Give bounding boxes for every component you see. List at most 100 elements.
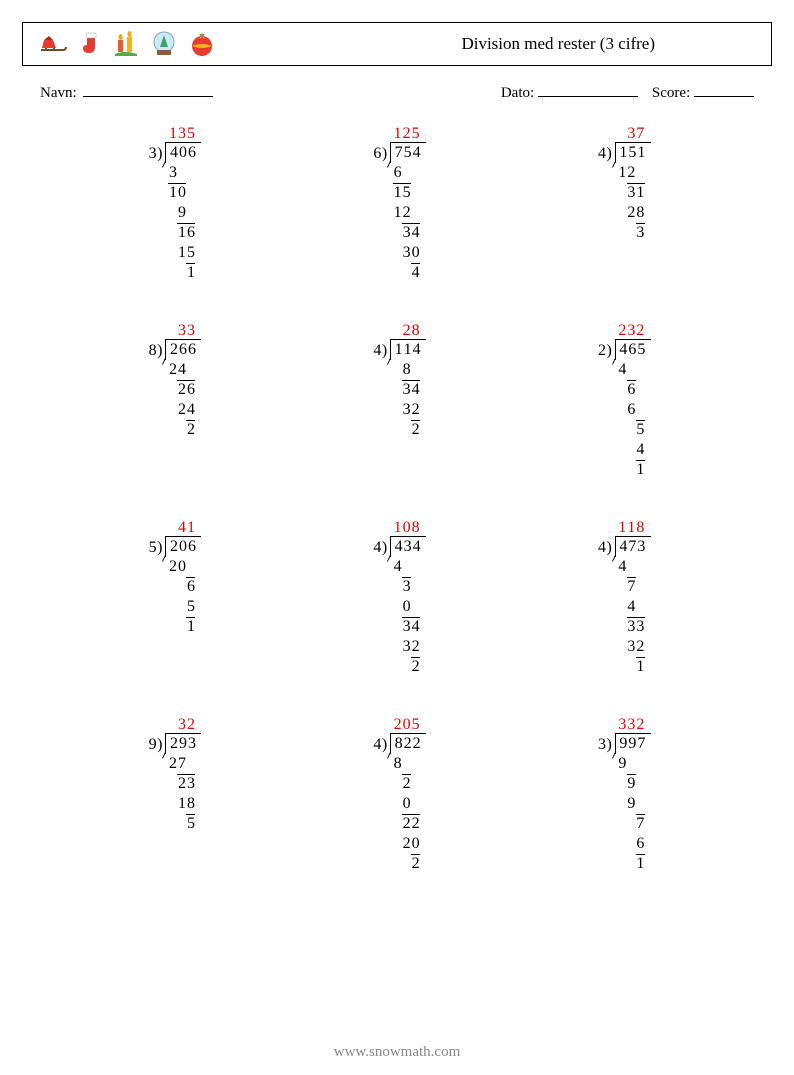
step-result: 7 <box>615 577 636 597</box>
dividend: 997 <box>615 733 651 754</box>
step-subtract: 9 <box>165 203 186 223</box>
step-subtract: 28 <box>615 203 645 223</box>
work-steps: 12 31 28 3 <box>615 163 646 243</box>
step-subtract: 30 <box>390 243 420 263</box>
step-result: 33 <box>615 617 645 637</box>
quotient: 232 <box>615 321 646 341</box>
step-subtract: 4 <box>615 597 636 617</box>
dividend: 473 <box>615 536 651 557</box>
step-result: 16 <box>165 223 195 243</box>
step-result: 3 <box>390 577 411 597</box>
step-subtract: 4 <box>615 440 645 460</box>
name-blank[interactable] <box>83 82 213 97</box>
step-result: 2 <box>390 774 411 794</box>
step-result: 9 <box>615 774 636 794</box>
score-field: Score: <box>652 82 754 102</box>
step-result: 22 <box>390 814 420 834</box>
divisor: 8) <box>148 341 165 361</box>
step-result: 23 <box>165 774 195 794</box>
step-result: 10 <box>165 183 186 203</box>
date-field: Dato: <box>501 82 638 102</box>
problem-4: 8) 3326624 26 24 2 <box>60 321 285 480</box>
step-subtract: 0 <box>390 794 411 814</box>
step-subtract: 5 <box>165 597 195 617</box>
score-blank[interactable] <box>694 82 754 97</box>
step-subtract: 20 <box>390 834 420 854</box>
quotient: 28 <box>390 321 421 341</box>
quotient: 135 <box>165 124 196 144</box>
step-result: 2 <box>390 420 420 440</box>
step-subtract: 12 <box>390 203 411 223</box>
step-result: 7 <box>615 814 645 834</box>
step-result: 1 <box>165 263 195 283</box>
step-subtract: 32 <box>390 637 420 657</box>
step-result: 1 <box>615 854 645 874</box>
step-subtract: 6 <box>615 834 645 854</box>
work-steps: 310 9 16 15 1 <box>165 163 196 283</box>
problem-11: 4)2058228 2 0 22 20 2 <box>285 715 510 874</box>
step-result: 3 <box>615 223 645 243</box>
step-result: 5 <box>615 420 645 440</box>
work-steps: 61512 34 30 4 <box>390 163 421 283</box>
work-steps: 24 26 24 2 <box>165 360 196 440</box>
quotient: 125 <box>390 124 421 144</box>
quotient: 118 <box>615 518 646 538</box>
divisor: 6) <box>373 144 390 164</box>
step-result: 1 <box>165 617 195 637</box>
quotient: 32 <box>165 715 196 735</box>
step-result: 34 <box>390 380 420 400</box>
problem-5: 4) 28114 8 34 32 2 <box>285 321 510 480</box>
quotient: 33 <box>165 321 196 341</box>
step-subtract: 6 <box>615 400 636 420</box>
step-subtract: 0 <box>390 597 411 617</box>
quotient: 108 <box>390 518 421 538</box>
worksheet-page: Division med rester (3 cifre) Navn: Dato… <box>0 22 794 1075</box>
problem-3: 4) 3715112 31 28 3 <box>509 124 734 283</box>
work-steps: 4 3 0 34 32 2 <box>390 557 421 677</box>
divisor: 2) <box>598 341 615 361</box>
step-result: 34 <box>390 617 420 637</box>
dividend: 206 <box>165 536 201 557</box>
step-result: 26 <box>165 380 195 400</box>
divisor: 4) <box>373 735 390 755</box>
step-result: 2 <box>165 420 195 440</box>
score-label: Score: <box>652 85 690 101</box>
quotient: 332 <box>615 715 646 735</box>
step-subtract: 15 <box>165 243 195 263</box>
step-result: 2 <box>390 854 420 874</box>
divisor: 3) <box>598 735 615 755</box>
problem-8: 4)1084344 3 0 34 32 2 <box>285 518 510 677</box>
divisor: 4) <box>373 538 390 558</box>
problem-12: 3)3329979 9 9 7 6 1 <box>509 715 734 874</box>
step-result: 5 <box>165 814 195 834</box>
step-subtract: 32 <box>390 400 420 420</box>
stocking-icon <box>79 31 101 57</box>
name-label: Navn: <box>40 85 77 102</box>
problem-6: 2)2324654 6 6 5 4 1 <box>509 321 734 480</box>
date-label: Dato: <box>501 85 534 101</box>
work-steps: 4 6 6 5 4 1 <box>615 360 646 480</box>
sled-icon <box>39 32 67 56</box>
step-subtract: 24 <box>165 400 195 420</box>
quotient: 205 <box>390 715 421 735</box>
divisor: 3) <box>148 144 165 164</box>
quotient: 41 <box>165 518 196 538</box>
step-subtract: 18 <box>165 794 195 814</box>
date-blank[interactable] <box>538 82 638 97</box>
step-result: 4 <box>390 263 420 283</box>
dividend: 114 <box>390 339 426 360</box>
work-steps: 27 23 18 5 <box>165 754 196 834</box>
work-steps: 8 34 32 2 <box>390 360 421 440</box>
dividend: 151 <box>615 142 651 163</box>
problem-10: 9) 3229327 23 18 5 <box>60 715 285 874</box>
name-field: Navn: <box>40 82 213 102</box>
divisor: 4) <box>598 538 615 558</box>
info-line: Navn: Dato: Score: <box>40 82 754 102</box>
step-result: 34 <box>390 223 420 243</box>
dividend: 406 <box>165 142 201 163</box>
page-title: Division med rester (3 cifre) <box>461 34 655 54</box>
step-result: 1 <box>615 657 645 677</box>
ornament-icon <box>189 30 215 58</box>
snowglobe-icon <box>151 30 177 58</box>
step-result: 6 <box>615 380 636 400</box>
